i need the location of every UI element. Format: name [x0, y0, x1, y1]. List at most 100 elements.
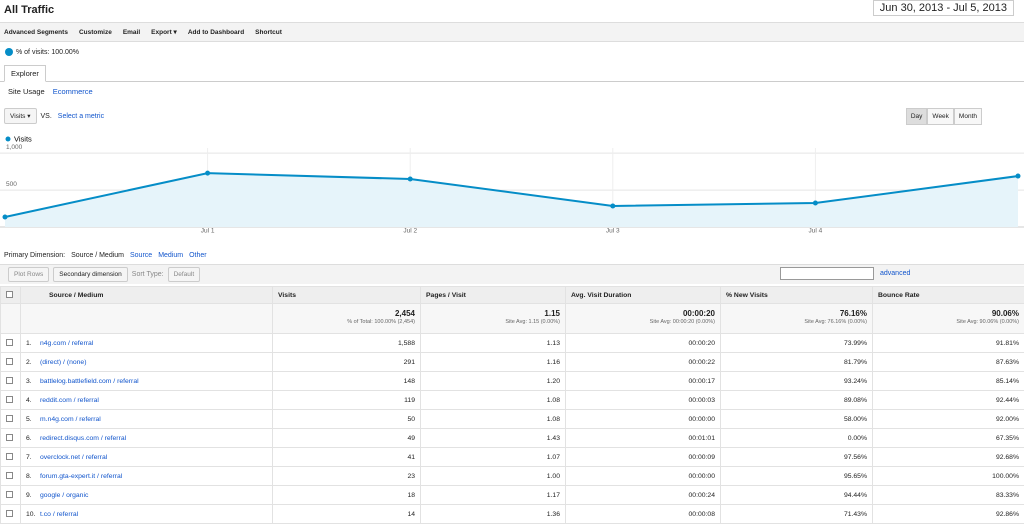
row-checkbox[interactable] [6, 452, 13, 460]
metric-cell: 1.17 [420, 485, 566, 505]
column-header[interactable]: Pages / Visit [420, 286, 566, 304]
row-rank: 7. [26, 453, 32, 461]
dimension-option[interactable]: Other [189, 252, 207, 259]
advanced-link[interactable]: advanced [880, 270, 911, 277]
granularity-button[interactable]: Week [927, 108, 954, 125]
toolbar-item[interactable]: Email [122, 28, 141, 36]
source-link[interactable]: t.co / referral [40, 510, 79, 518]
metric-cell: 100.00% [872, 466, 1024, 486]
toolbar-item[interactable]: Customize [78, 28, 112, 36]
toolbar-item[interactable]: Export [151, 28, 177, 36]
row-rank: 5. [26, 415, 32, 423]
metric-cell: 00:00:08 [565, 504, 721, 524]
table-row: 7. overclock.net / referral 41 1.07 00:00:09… [0, 447, 1024, 467]
metric-cell: 91.81% [872, 333, 1024, 353]
toolbar: Advanced Segments Customize Email Export Add… [0, 22, 1024, 42]
source-link[interactable]: overclock.net / referral [40, 453, 108, 461]
metric-cell: 00:00:24 [565, 485, 721, 505]
primary-dimension: Primary Dimension: Source / Medium Source M… [4, 252, 207, 259]
x-tick-label: Jul 2 [403, 228, 417, 235]
metric-cell: 85.14% [872, 371, 1024, 391]
row-checkbox[interactable] [6, 376, 13, 384]
metric-cell: 92.86% [872, 504, 1024, 524]
granularity-button[interactable]: Day [905, 108, 928, 125]
source-link[interactable]: forum.gta-expert.it / referral [40, 472, 123, 480]
metric-cell: 1.16 [420, 352, 566, 372]
metric-cell: 67.35% [872, 428, 1024, 448]
total-value: 1.15 [544, 309, 560, 318]
metric-cell: 49 [272, 428, 421, 448]
source-link[interactable]: (direct) / (none) [40, 358, 87, 366]
metric-cell: 148 [272, 371, 421, 391]
select-metric[interactable]: Select a metric [57, 112, 105, 120]
source-link[interactable]: google / organic [40, 491, 89, 499]
dimension-option[interactable]: Source / Medium [71, 252, 124, 259]
metric-cell: 87.63% [872, 352, 1024, 372]
point [2, 214, 8, 220]
metric-cell: 1.36 [420, 504, 566, 524]
checkbox-cell [0, 371, 21, 391]
dimension-option[interactable]: Medium [158, 252, 184, 259]
subtab[interactable]: Site Usage [8, 87, 45, 96]
checkbox-cell [0, 428, 21, 448]
metric-cell: 1.07 [420, 447, 566, 467]
dimension-option[interactable]: Source [130, 252, 153, 259]
source-link[interactable]: battlelog.battlefield.com / referral [40, 377, 139, 385]
plot-rows[interactable]: Plot Rows [8, 267, 50, 282]
row-rank: 3. [26, 377, 32, 385]
row-checkbox[interactable] [6, 395, 13, 403]
subtab[interactable]: Ecommerce [52, 87, 93, 96]
page-title: All Traffic [4, 4, 55, 16]
data-table: Source / Medium Visits Pages / Visit Avg. V… [0, 286, 1024, 524]
column-header[interactable]: Visits [272, 286, 421, 304]
x-tick-label: Jul 3 [606, 228, 620, 235]
toolbar-item[interactable]: Add to Dashboard [187, 28, 245, 36]
tab[interactable]: Explorer [4, 65, 46, 82]
row-checkbox[interactable] [6, 471, 13, 479]
totals-cell: 76.16% Site Avg: 76.16% (0.00%) [720, 303, 873, 334]
row-checkbox[interactable] [6, 509, 13, 517]
column-header[interactable]: Avg. Visit Duration [565, 286, 721, 304]
metric-cell: 1.08 [420, 390, 566, 410]
secondary-dimension[interactable]: Secondary dimension [53, 267, 128, 282]
granularity-button[interactable]: Month [953, 108, 982, 125]
totals-cell: 00:00:20 Site Avg: 00:00:20 (0.00%) [565, 303, 721, 334]
row-checkbox[interactable] [6, 490, 13, 498]
table-row: 10. t.co / referral 14 1.36 00:00:08 71.43% 92… [0, 504, 1024, 524]
metric-cell: 00:00:00 [565, 409, 721, 429]
segment-label: % of visits: 100.00% [16, 48, 80, 56]
source-link[interactable]: n4g.com / referral [40, 339, 94, 347]
table-row: 2. (direct) / (none) 291 1.16 00:00:22 81.79%… [0, 352, 1024, 372]
metric-picker: Visits ▾ VS. Select a metric [4, 108, 104, 124]
column-header[interactable]: Bounce Rate [872, 286, 1024, 304]
date-range[interactable]: Jun 30, 2013 - Jul 5, 2013 [872, 0, 1014, 16]
row-checkbox[interactable] [6, 433, 13, 441]
metric-label: Visits [10, 113, 26, 120]
row-checkbox[interactable] [6, 338, 13, 346]
totals-row: 2,454% of Total: 100.00% (2,454) 1.15 Site… [0, 303, 1024, 334]
metric-cell: 00:00:17 [565, 371, 721, 391]
metric-select[interactable]: Visits ▾ [4, 108, 37, 124]
toolbar-item[interactable]: Advanced Segments [4, 28, 68, 36]
source-link[interactable]: m.n4g.com / referral [40, 415, 101, 423]
source-link[interactable]: redirect.disqus.com / referral [40, 434, 127, 442]
sort-select[interactable]: Default [167, 267, 201, 282]
column-header[interactable]: % New Visits [720, 286, 873, 304]
metric-cell: 00:00:03 [565, 390, 721, 410]
table-row: 8. forum.gta-expert.it / referral 23 1.00 00… [0, 466, 1024, 486]
legend-label: Visits [14, 135, 32, 144]
tab-line [0, 81, 1024, 82]
column-header[interactable]: Source / Medium [20, 286, 273, 304]
total-value: 2,454 [394, 309, 415, 318]
row-checkbox[interactable] [6, 357, 13, 365]
source-link[interactable]: reddit.com / referral [40, 396, 99, 404]
legend-swatch [5, 136, 11, 142]
x-tick-label: Jul 4 [809, 228, 823, 235]
metric-cell: 71.43% [720, 504, 873, 524]
toolbar-item[interactable]: Shortcut [255, 28, 282, 36]
row-checkbox[interactable] [6, 414, 13, 422]
search-box[interactable] [780, 267, 874, 280]
vs-label: VS. [40, 112, 52, 120]
header-row: Source / Medium Visits Pages / Visit Avg. V… [0, 286, 1024, 304]
source-cell: 3. battlelog.battlefield.com / referral [20, 371, 273, 391]
